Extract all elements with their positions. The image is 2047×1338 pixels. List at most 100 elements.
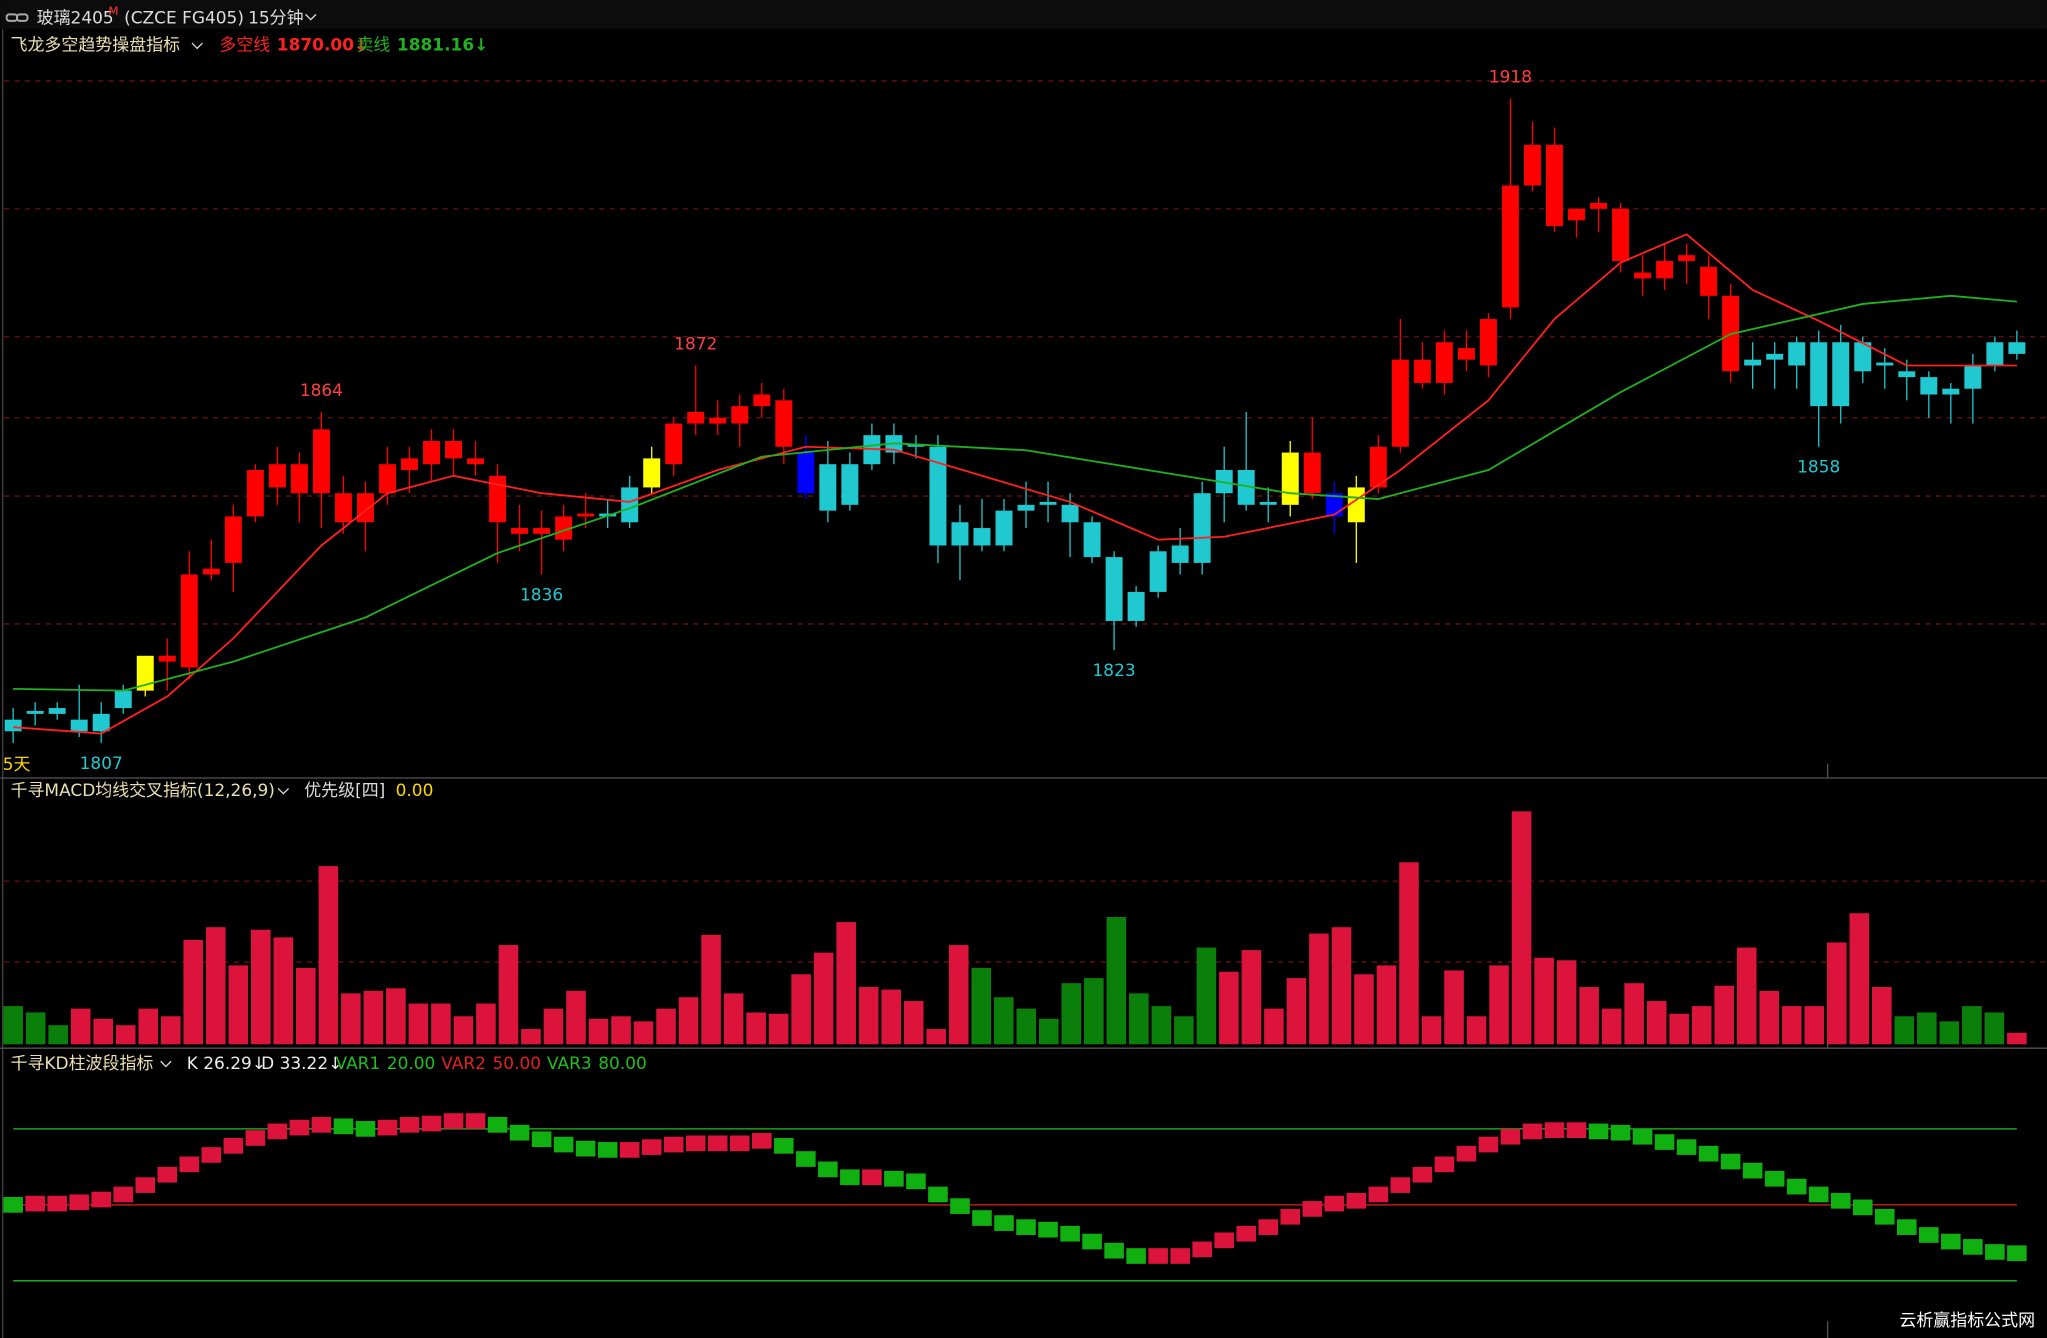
extreme-label: 1807 xyxy=(80,753,123,773)
macd-bar xyxy=(3,1006,23,1045)
kd-bar xyxy=(1324,1195,1345,1212)
macd-bar xyxy=(1556,960,1577,1045)
macd-bar xyxy=(70,1008,91,1045)
macd-bar xyxy=(431,1003,451,1045)
level-value: 20.00 xyxy=(387,1053,436,1073)
candle-body xyxy=(951,522,969,546)
kd-bar xyxy=(1941,1233,1961,1250)
candle-body xyxy=(180,574,198,668)
macd-bar xyxy=(1534,957,1554,1045)
candle-body xyxy=(334,493,352,523)
kd-bar xyxy=(487,1116,508,1133)
candle-body xyxy=(731,406,749,424)
candle-body xyxy=(511,528,529,534)
candle-body xyxy=(1898,371,1916,378)
kd-bar xyxy=(333,1118,354,1135)
candle-body xyxy=(1656,260,1674,279)
macd-bar xyxy=(746,1012,766,1045)
symbol[interactable]: 玻璃2405 xyxy=(37,7,114,27)
candle-body xyxy=(1501,185,1519,308)
kd-bar xyxy=(421,1115,442,1132)
kd-bar xyxy=(575,1140,596,1157)
candle-body xyxy=(1678,255,1696,261)
candle-body xyxy=(1237,469,1255,505)
macd-bar xyxy=(926,1029,947,1045)
macd-title[interactable]: 千寻MACD均线交叉指标(12,26,9) xyxy=(11,780,275,800)
candle-body xyxy=(1744,359,1762,366)
kd-bar xyxy=(531,1131,552,1148)
kd-bar xyxy=(157,1166,178,1183)
macd-bar xyxy=(993,997,1014,1045)
chevron[interactable] xyxy=(191,42,203,50)
kd-bar xyxy=(1698,1145,1719,1162)
candle-body xyxy=(1149,551,1167,592)
macd-bar xyxy=(1466,1016,1487,1045)
candle-body xyxy=(1612,208,1630,261)
kd-bar xyxy=(1896,1219,1917,1235)
kd-bar xyxy=(1016,1219,1036,1235)
macd-bar xyxy=(1872,987,1892,1045)
macd-bar xyxy=(1286,978,1307,1045)
candle-body xyxy=(378,464,396,494)
period[interactable]: 15分钟 xyxy=(248,7,303,27)
kd-bar xyxy=(1214,1232,1234,1249)
macd-bar xyxy=(521,1029,541,1045)
kd-bar xyxy=(47,1195,67,1212)
candle-body xyxy=(136,655,154,691)
macd-bar xyxy=(1624,983,1644,1045)
candle-body xyxy=(1105,557,1123,621)
macd-bar xyxy=(1264,1008,1284,1045)
candle-body xyxy=(577,513,595,517)
kd-bar xyxy=(135,1177,156,1193)
kd-title[interactable]: 千寻KD柱波段指标 xyxy=(11,1053,154,1073)
macd-bar xyxy=(701,934,721,1045)
macd-bar xyxy=(1917,1012,1937,1045)
kd-bar xyxy=(1632,1128,1653,1145)
candle-body xyxy=(1083,522,1101,558)
macd-bar xyxy=(453,1016,474,1045)
candle-body xyxy=(775,400,793,447)
candle-body xyxy=(92,713,110,732)
macd-bar xyxy=(1781,1006,1802,1045)
kd-bar xyxy=(1412,1166,1433,1183)
kd-bar xyxy=(1346,1192,1367,1209)
kd-bar xyxy=(884,1170,904,1187)
candle-body xyxy=(533,528,551,534)
macd-bar xyxy=(160,1016,181,1045)
macd-bar xyxy=(1691,1006,1712,1045)
kd-bar xyxy=(355,1121,376,1137)
candle-body xyxy=(1281,452,1299,505)
macd-bar xyxy=(1894,1016,1915,1045)
code: (CZCE FG405) xyxy=(124,7,244,27)
kd-bar xyxy=(3,1197,23,1213)
kd-bar xyxy=(774,1138,794,1154)
macd-bar xyxy=(858,987,879,1045)
chevron[interactable] xyxy=(160,1060,172,1068)
candle-body xyxy=(995,510,1013,546)
kd-bar xyxy=(1104,1242,1124,1259)
kd-bar xyxy=(91,1191,112,1208)
legend-value: 1870.00↓ xyxy=(277,35,368,55)
candle-body xyxy=(423,440,440,465)
watermark: 云析赢指标公式网 xyxy=(1899,1310,2035,1330)
kd-bar xyxy=(1985,1244,2005,1260)
macd-bar xyxy=(678,997,699,1045)
macd-bar xyxy=(723,993,744,1045)
kd-bar xyxy=(1720,1153,1741,1170)
kd-bar xyxy=(1852,1199,1873,1216)
candle-body xyxy=(1942,388,1960,395)
kd-bar xyxy=(1874,1208,1895,1225)
kd-bar xyxy=(267,1123,288,1140)
kd-bar xyxy=(1038,1221,1058,1238)
d-label: D 33.22↓ xyxy=(261,1053,342,1073)
level-legend: VAR3 80.00 xyxy=(547,1053,647,1073)
indicator-name[interactable]: 飞龙多空趋势操盘指标 xyxy=(11,35,181,55)
macd-bar xyxy=(1444,970,1464,1045)
kd-bar xyxy=(1368,1186,1389,1203)
candle-body xyxy=(1171,545,1189,563)
macd-bar xyxy=(138,1008,159,1045)
macd-bar xyxy=(633,1021,654,1045)
candle-body xyxy=(1413,359,1431,383)
chevron[interactable] xyxy=(305,13,317,21)
chevron[interactable] xyxy=(277,787,290,795)
